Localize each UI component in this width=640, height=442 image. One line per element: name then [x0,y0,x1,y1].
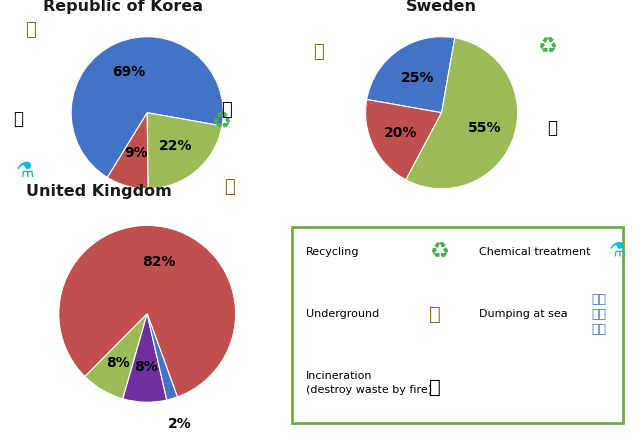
Text: ⛏: ⛏ [429,305,441,324]
Text: ♻: ♻ [538,37,557,57]
Text: 🔥: 🔥 [13,110,23,128]
Text: ♻: ♻ [429,242,449,262]
Text: 8%: 8% [106,356,130,370]
Text: 69%: 69% [113,65,146,80]
Title: Sweden: Sweden [406,0,477,14]
Text: ⚗: ⚗ [609,240,627,259]
Text: ⛏: ⛏ [314,43,324,61]
Text: 82%: 82% [142,255,175,269]
Wedge shape [367,37,455,113]
Text: Recycling: Recycling [307,247,360,257]
Text: 55%: 55% [468,121,502,134]
Wedge shape [147,314,177,400]
Wedge shape [59,225,236,397]
Wedge shape [108,113,148,189]
Wedge shape [365,99,442,180]
Text: ♻: ♻ [211,112,231,132]
Text: 22%: 22% [159,139,193,153]
Text: ⛏: ⛏ [26,21,36,39]
Text: 25%: 25% [401,72,435,85]
Text: Chemical treatment: Chemical treatment [479,247,590,257]
Text: 20%: 20% [384,126,417,140]
Text: 〰〰: 〰〰 [591,323,606,335]
Text: Underground: Underground [307,309,380,320]
Text: Incineration
(destroy waste by fire): Incineration (destroy waste by fire) [307,371,433,395]
Wedge shape [123,314,167,402]
Text: 🔥: 🔥 [429,378,441,396]
Text: 〰〰: 〰〰 [591,308,606,321]
Text: United Kingdom: United Kingdom [26,184,172,199]
Text: 2%: 2% [168,417,191,431]
Text: 🔥: 🔥 [221,101,232,119]
Text: ⚗: ⚗ [16,161,35,181]
Wedge shape [147,113,222,189]
Text: 9%: 9% [124,146,148,160]
Text: Dumping at sea: Dumping at sea [479,309,567,320]
Wedge shape [71,37,223,177]
Text: 〰〰: 〰〰 [591,293,606,306]
Text: 8%: 8% [134,360,157,374]
Text: ⛏: ⛏ [224,178,235,196]
Text: 🔥: 🔥 [547,118,557,137]
Wedge shape [85,314,147,399]
Text: 〰〰〰
〰〰〰
〰〰〰: 〰〰〰 〰〰〰 〰〰〰 [95,82,113,117]
Wedge shape [406,38,518,189]
FancyBboxPatch shape [292,227,623,423]
Text: Republic of Korea: Republic of Korea [43,0,203,14]
